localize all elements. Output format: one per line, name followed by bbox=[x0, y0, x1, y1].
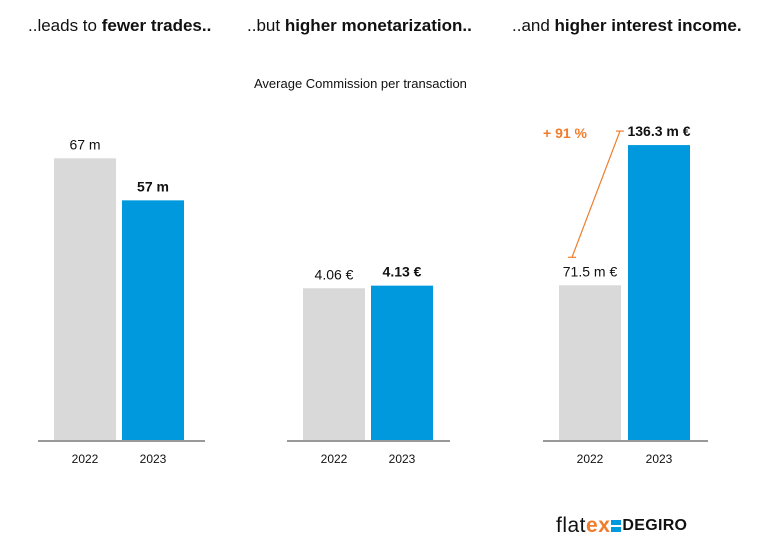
flatexdegiro-logo: flat ex DEGIRO bbox=[556, 514, 687, 538]
bar-2022 bbox=[54, 158, 116, 440]
growth-annotation: + 91 % bbox=[543, 125, 588, 141]
tick-label-2023: 2023 bbox=[389, 452, 416, 466]
logo-text-ex: ex bbox=[586, 514, 611, 537]
data-label-2022: 71.5 m € bbox=[563, 263, 618, 279]
panel-title-monetarization: ..but higher monetarization.. bbox=[247, 16, 472, 35]
logo-bars-icon bbox=[611, 520, 622, 532]
data-label-2023: 136.3 m € bbox=[627, 123, 690, 139]
data-label-2022: 4.06 € bbox=[315, 266, 354, 282]
bar-2022 bbox=[559, 285, 621, 440]
panel-title-trades: ..leads to fewer trades.. bbox=[28, 16, 212, 35]
data-label-2022: 67 m bbox=[69, 136, 100, 152]
logo-text-degiro: DEGIRO bbox=[622, 517, 688, 534]
growth-connector-line bbox=[571, 130, 621, 258]
data-label-2023: 57 m bbox=[137, 178, 169, 194]
bar-2023 bbox=[371, 285, 433, 440]
tick-label-2022: 2022 bbox=[321, 452, 348, 466]
tick-label-2022: 2022 bbox=[577, 452, 604, 466]
tick-label-2022: 2022 bbox=[72, 452, 99, 466]
panel-title-interest: ..and higher interest income. bbox=[512, 16, 742, 35]
bar-2022 bbox=[303, 288, 365, 440]
bar-2023 bbox=[122, 200, 184, 440]
logo-text-flat: flat bbox=[556, 514, 587, 537]
chart-subtitle: Average Commission per transaction bbox=[254, 76, 467, 91]
data-label-2023: 4.13 € bbox=[383, 264, 422, 280]
tick-label-2023: 2023 bbox=[646, 452, 673, 466]
tick-label-2023: 2023 bbox=[140, 452, 167, 466]
bar-2023 bbox=[628, 145, 690, 440]
